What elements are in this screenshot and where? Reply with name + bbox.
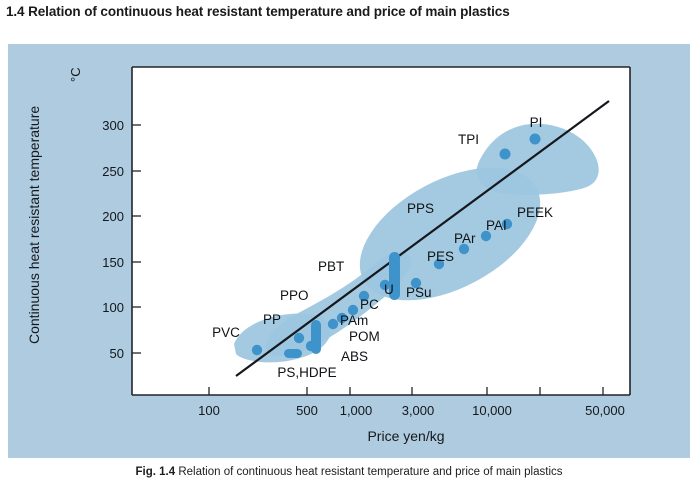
data-label-par: PAr [454,231,476,246]
figure-caption-label: Fig. 1.4 [135,466,176,478]
data-label-pi: PI [530,115,543,130]
scatter-chart: 300 250 200 150 100 50 100 500 1,000 3,0… [26,66,631,444]
x-tick-label: 1,000 [340,403,373,418]
figure-panel: 300 250 200 150 100 50 100 500 1,000 3,0… [8,44,690,458]
data-markers [251,133,541,358]
figure-caption-text: Relation of continuous heat resistant te… [178,466,563,478]
data-label-pai: PAI [486,218,507,233]
x-tick-label: 50,000 [585,403,625,418]
y-axis-title: Continuous heat resistant temperature [26,106,42,344]
data-label-pes: PES [427,249,454,264]
data-label-pps: PPS [407,201,434,216]
data-label-tpi: TPI [458,132,479,147]
data-label-abs: ABS [341,349,368,364]
data-point-peek [501,218,513,230]
y-axis-ticks [132,124,141,354]
y-tick-label: 250 [102,164,124,179]
data-point-par [458,243,470,255]
x-axis-ticks [208,387,604,395]
data-point-pes [433,258,445,270]
x-tick-label: 10,000 [472,403,512,418]
y-tick-label: 50 [110,346,124,361]
x-tick-label: 500 [296,403,318,418]
x-axis-title: Price yen/kg [367,428,444,444]
data-point-pc [347,304,359,316]
y-axis-unit: °C [68,67,83,82]
y-axis-tick-labels: 300 250 200 150 100 50 [102,118,124,361]
data-label-pom: POM [349,329,380,344]
data-label-pbt: PBT [318,259,344,274]
x-axis-tick-labels: 100 500 1,000 3,000 10,000 50,000 [198,403,625,418]
data-point-ps-hdpe [284,349,302,358]
data-point-pvc [251,344,263,356]
data-label-psu: PSu [406,285,432,300]
data-point-pbt [358,290,370,302]
data-point-ppo [336,312,348,324]
figure-caption: Fig. 1.4 Relation of continuous heat res… [0,466,698,478]
data-point-pai [480,230,492,242]
data-label-ppo: PPO [280,288,309,303]
page-title: 1.4 Relation of continuous heat resistan… [6,4,510,19]
data-point-pom [311,320,321,354]
super-engineering-plastics-cluster [359,167,541,301]
data-label-pvc: PVC [212,325,240,340]
y-tick-label: 100 [102,300,124,315]
data-label-ps-hdpe: PS,HDPE [277,365,336,380]
y-tick-label: 300 [102,118,124,133]
data-label-u: U [384,282,394,297]
y-tick-label: 200 [102,209,124,224]
data-point-pi [529,133,541,145]
data-point-psu [410,277,422,289]
x-tick-label: 100 [198,403,220,418]
data-label-peek: PEEK [517,205,553,220]
y-tick-label: 150 [102,255,124,270]
data-label-pp: PP [263,312,281,327]
axis-frame [131,66,631,396]
data-point-pp [293,332,305,344]
data-point-tpi [499,148,511,160]
trend-line [235,100,610,377]
data-point-labels: PVC PS,HDPE PP POM ABS PAm PPO PC PBT U … [212,115,553,380]
data-label-pc: PC [360,297,379,312]
data-point-u [379,279,391,291]
data-label-pam: PAm [340,313,368,328]
data-point-pps [389,252,400,300]
data-point-pam [327,318,339,330]
x-tick-label: 3,000 [402,403,435,418]
